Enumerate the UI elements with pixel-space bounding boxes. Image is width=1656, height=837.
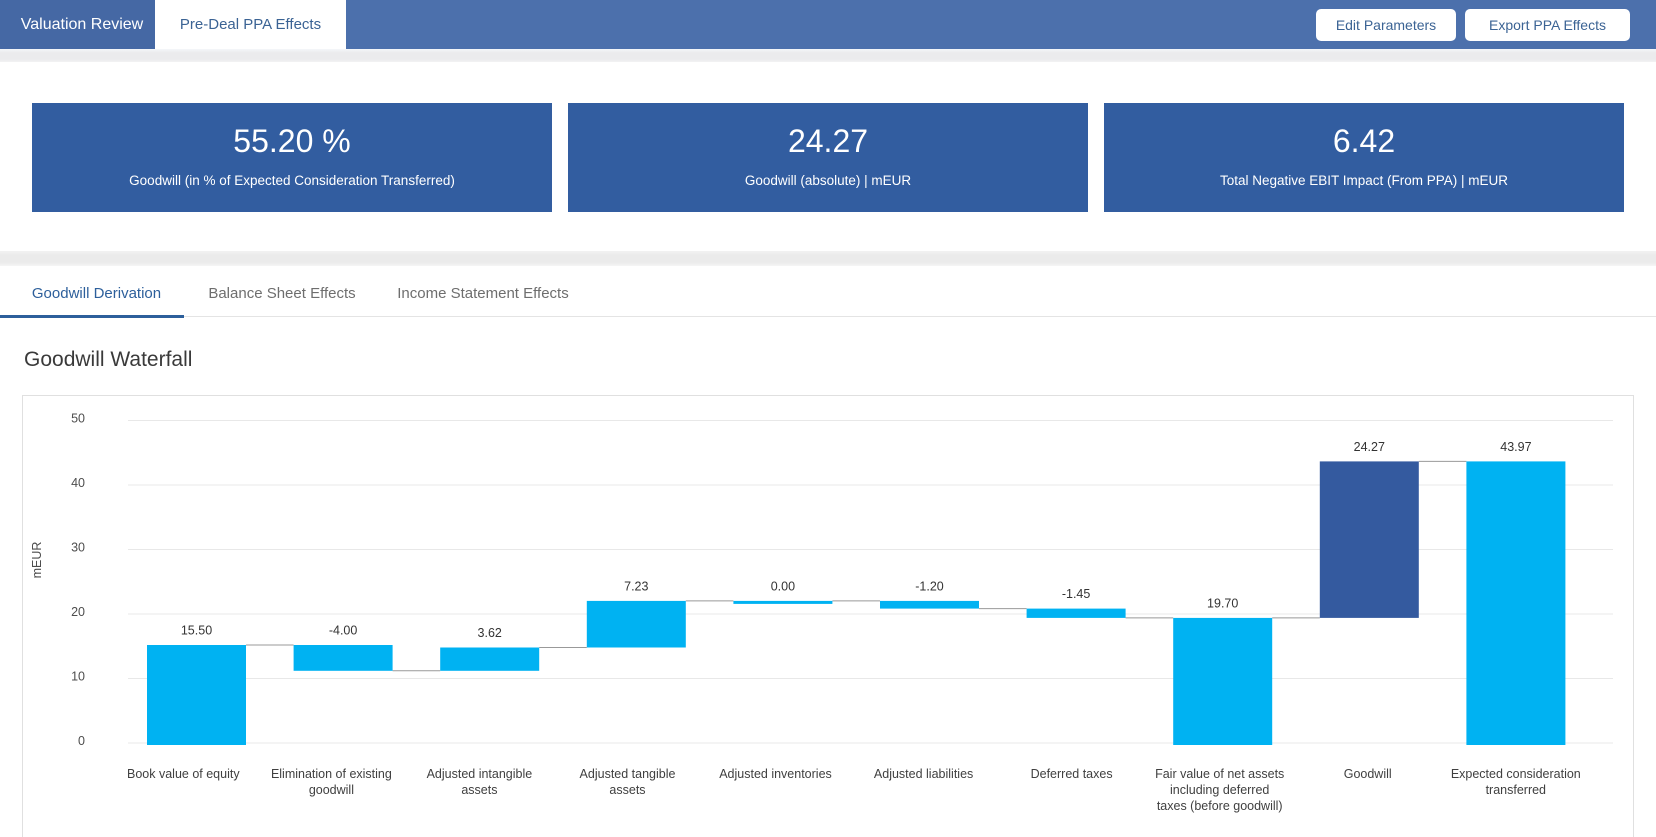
svg-text:50: 50	[71, 411, 85, 425]
svg-text:43.97: 43.97	[1500, 440, 1531, 454]
svg-text:20: 20	[71, 605, 85, 619]
svg-text:goodwill: goodwill	[309, 783, 354, 797]
svg-text:including deferred: including deferred	[1170, 783, 1269, 797]
svg-text:3.62: 3.62	[478, 626, 502, 640]
svg-text:40: 40	[71, 476, 85, 490]
svg-text:transferred: transferred	[1486, 783, 1546, 797]
svg-text:30: 30	[71, 540, 85, 554]
svg-text:Expected consideration: Expected consideration	[1451, 767, 1581, 781]
svg-text:Deferred taxes: Deferred taxes	[1031, 767, 1113, 781]
svg-text:mEUR: mEUR	[30, 542, 44, 579]
svg-text:-1.20: -1.20	[915, 579, 944, 593]
svg-text:-1.45: -1.45	[1062, 587, 1091, 601]
svg-text:Adjusted liabilities: Adjusted liabilities	[874, 767, 973, 781]
svg-text:Book value of equity: Book value of equity	[127, 767, 240, 781]
svg-text:Adjusted intangible: Adjusted intangible	[427, 767, 533, 781]
svg-text:15.50: 15.50	[181, 623, 212, 637]
svg-text:Adjusted tangible: Adjusted tangible	[580, 767, 676, 781]
svg-text:10: 10	[71, 669, 85, 683]
svg-text:Fair value of net assets: Fair value of net assets	[1155, 767, 1284, 781]
svg-text:24.27: 24.27	[1354, 440, 1385, 454]
svg-text:Elimination of existing: Elimination of existing	[271, 767, 392, 781]
svg-text:taxes (before goodwill): taxes (before goodwill)	[1157, 799, 1283, 813]
svg-text:-4.00: -4.00	[329, 623, 358, 637]
svg-text:19.70: 19.70	[1207, 596, 1238, 610]
svg-text:7.23: 7.23	[624, 579, 648, 593]
svg-text:0: 0	[78, 734, 85, 748]
svg-text:assets: assets	[461, 783, 497, 797]
svg-text:Goodwill: Goodwill	[1344, 767, 1392, 781]
svg-text:assets: assets	[609, 783, 645, 797]
svg-text:Adjusted inventories: Adjusted inventories	[719, 767, 832, 781]
svg-text:0.00: 0.00	[771, 579, 795, 593]
